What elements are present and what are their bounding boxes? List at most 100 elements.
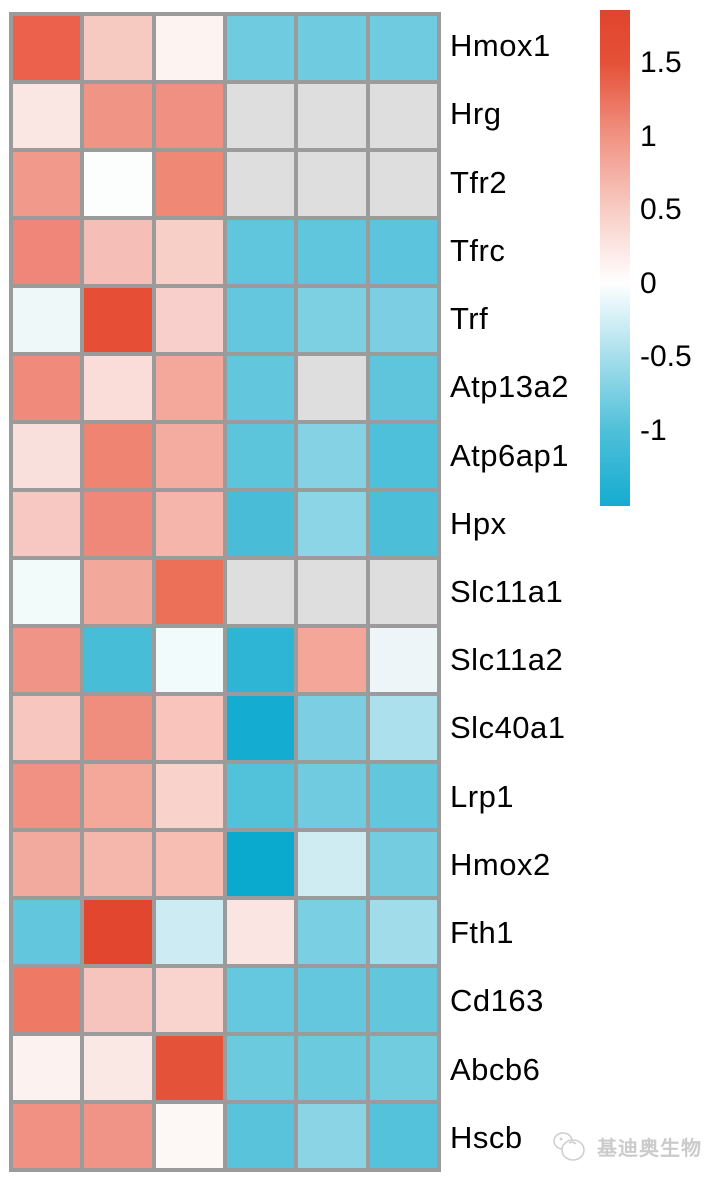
heatmap-cell xyxy=(369,16,437,80)
colorbar-tick-labels: 1.5 1 0.5 0 -0.5 -1 xyxy=(640,10,706,506)
heatmap-cell xyxy=(227,560,295,624)
gene-label: Cd163 xyxy=(450,983,544,1019)
heatmap-cell xyxy=(155,628,223,692)
heatmap-cell xyxy=(84,84,152,148)
heatmap-cell xyxy=(155,84,223,148)
gene-label: Tfr2 xyxy=(450,164,508,200)
heatmap-cell xyxy=(13,764,81,828)
heatmap-cell xyxy=(369,1104,437,1168)
heatmap-cell xyxy=(227,84,295,148)
heatmap-cell xyxy=(298,16,366,80)
heatmap-cell xyxy=(227,968,295,1032)
heatmap-cell xyxy=(13,1036,81,1100)
heatmap-cell xyxy=(369,764,437,828)
heatmap-cell xyxy=(13,492,81,556)
heatmap-cell xyxy=(369,832,437,896)
watermark: 基迪奥生物 xyxy=(549,1128,702,1164)
gene-label: Tfrc xyxy=(450,232,506,268)
heatmap-cell xyxy=(13,288,81,352)
gene-label: Hmox1 xyxy=(450,28,551,64)
gene-label: Abcb6 xyxy=(450,1051,541,1087)
heatmap-cell xyxy=(84,16,152,80)
heatmap-cell xyxy=(84,1104,152,1168)
heatmap-cell xyxy=(298,832,366,896)
heatmap-cell xyxy=(369,492,437,556)
gene-label: Fth1 xyxy=(450,915,515,951)
heatmap-cell xyxy=(13,16,81,80)
gene-label-column: Hmox1 Hrg Tfr2 Tfrc Trf Atp13a2 Atp6ap1 Hpx Slc1… xyxy=(450,12,650,1172)
heatmap-cell xyxy=(84,764,152,828)
heatmap-cell xyxy=(13,696,81,760)
heatmap-cell xyxy=(227,356,295,420)
heatmap-cell xyxy=(155,900,223,964)
heatmap-cell xyxy=(298,968,366,1032)
heatmap-cell xyxy=(155,16,223,80)
heatmap-cell xyxy=(369,288,437,352)
heatmap-cell xyxy=(13,628,81,692)
heatmap-cell xyxy=(155,560,223,624)
heatmap-cell xyxy=(298,900,366,964)
watermark-text: 基迪奥生物 xyxy=(597,1137,702,1160)
heatmap-cell xyxy=(227,288,295,352)
heatmap-cell xyxy=(155,832,223,896)
heatmap-cell xyxy=(84,696,152,760)
heatmap-cell xyxy=(227,832,295,896)
heatmap-cell xyxy=(13,968,81,1032)
heatmap-cell xyxy=(13,220,81,284)
gene-label: Slc11a1 xyxy=(450,573,564,609)
heatmap-cell xyxy=(84,968,152,1032)
heatmap-cell xyxy=(155,152,223,216)
heatmap-cell xyxy=(13,152,81,216)
heatmap-cell xyxy=(13,832,81,896)
heatmap-cell xyxy=(13,356,81,420)
heatmap-cell xyxy=(13,560,81,624)
heatmap-cell xyxy=(227,152,295,216)
heatmap-cell xyxy=(369,968,437,1032)
heatmap-cell xyxy=(227,764,295,828)
heatmap-cell xyxy=(298,288,366,352)
colorbar-tick-label: 1 xyxy=(640,119,657,153)
heatmap-cell xyxy=(227,628,295,692)
heatmap-cell xyxy=(298,492,366,556)
heatmap-cell xyxy=(84,492,152,556)
heatmap-cell xyxy=(369,560,437,624)
heatmap-cell xyxy=(227,424,295,488)
heatmap-cell xyxy=(13,84,81,148)
heatmap-cell xyxy=(369,356,437,420)
heatmap-cell xyxy=(155,288,223,352)
heatmap-cell xyxy=(227,1104,295,1168)
heatmap-cell xyxy=(84,152,152,216)
heatmap-cell xyxy=(298,1036,366,1100)
heatmap-cell xyxy=(298,424,366,488)
heatmap-cell xyxy=(155,968,223,1032)
heatmap-cell xyxy=(227,16,295,80)
heatmap-cell xyxy=(227,492,295,556)
gene-label: Slc40a1 xyxy=(450,710,566,746)
gene-label: Atp6ap1 xyxy=(450,437,569,473)
heatmap-cell xyxy=(227,696,295,760)
colorbar-tick-label: 0 xyxy=(640,266,657,300)
gene-label: Hmox2 xyxy=(450,846,551,882)
heatmap-cell xyxy=(84,424,152,488)
heatmap-cell xyxy=(298,356,366,420)
heatmap-cell xyxy=(369,1036,437,1100)
heatmap-cell xyxy=(298,84,366,148)
heatmap-cell xyxy=(298,220,366,284)
heatmap-cell xyxy=(84,832,152,896)
heatmap-cell xyxy=(13,1104,81,1168)
heatmap-cell xyxy=(227,1036,295,1100)
heatmap-cell xyxy=(155,1104,223,1168)
heatmap-cell xyxy=(298,560,366,624)
heatmap-cell xyxy=(369,628,437,692)
gene-label: Lrp1 xyxy=(450,778,515,814)
colorbar-tick-label: -1 xyxy=(640,413,667,447)
heatmap-cell xyxy=(369,424,437,488)
gene-label: Hpx xyxy=(450,505,507,541)
heatmap-cell xyxy=(84,900,152,964)
heatmap-cell xyxy=(84,1036,152,1100)
heatmap-cell xyxy=(13,424,81,488)
heatmap-cell xyxy=(155,492,223,556)
heatmap-cell xyxy=(155,220,223,284)
watermark-logo-icon xyxy=(553,1132,585,1161)
heatmap-cell xyxy=(227,900,295,964)
